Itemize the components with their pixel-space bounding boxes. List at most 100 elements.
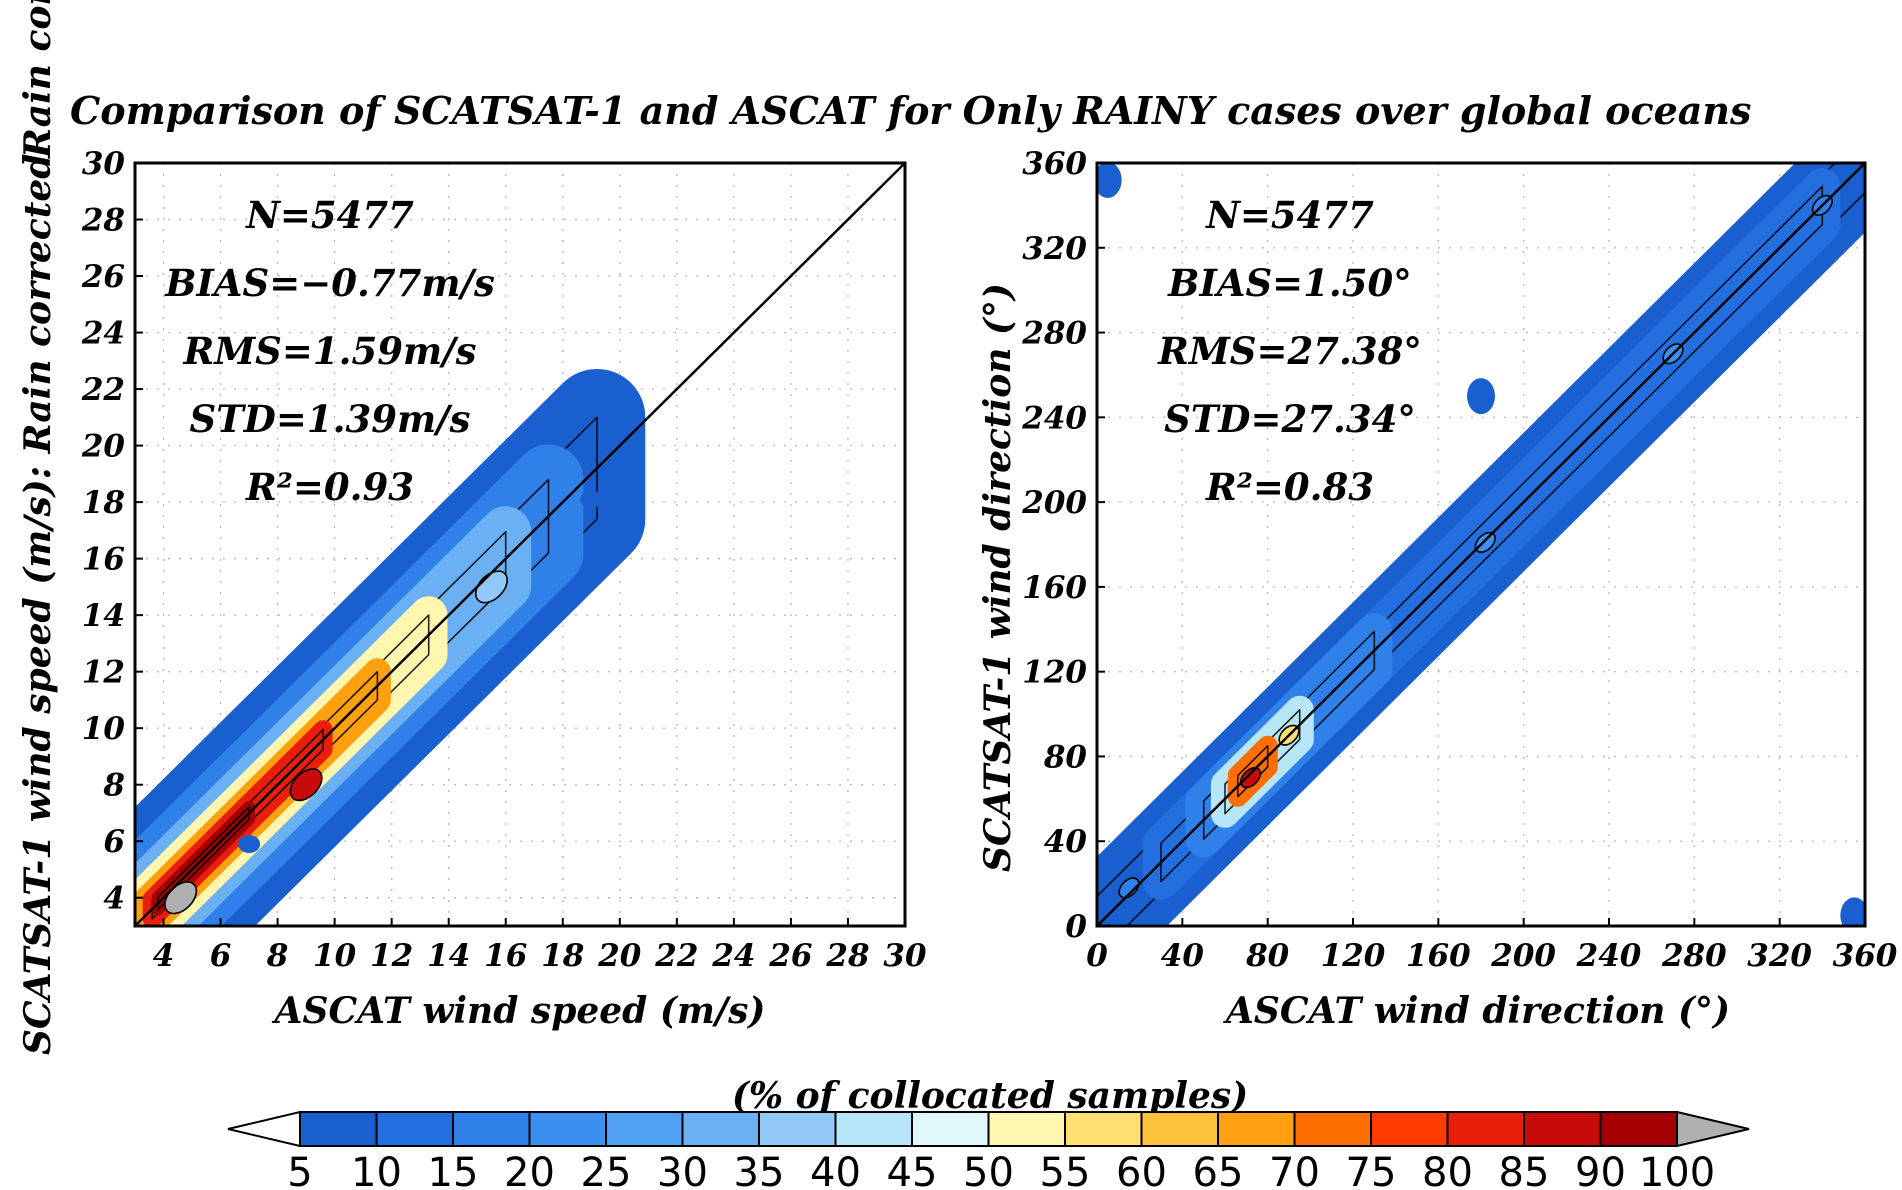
colorbar-level-label: 65 (1193, 1150, 1244, 1190)
colorbar-level-label: 45 (887, 1150, 938, 1190)
y-tick-label: 120 (1022, 655, 1087, 691)
speed-stat-bias: BIAS=−0.77m/s (164, 261, 495, 305)
y-tick-label: 200 (1021, 485, 1087, 521)
colorbar-level-label: 60 (1116, 1150, 1167, 1190)
colorbar-swatch (1446, 1111, 1525, 1147)
speed-plot-frame (133, 161, 907, 928)
direction-y-axis-label: SCATSAT-1 wind direction (°) (977, 283, 1019, 872)
colorbar-boxes (227, 1110, 1750, 1148)
y-tick-label: 8 (102, 768, 125, 804)
colorbar-level-label: 35 (734, 1150, 785, 1190)
x-tick-label: 8 (266, 938, 289, 974)
speed-stat-rms: RMS=1.59m/s (182, 329, 476, 373)
speed-y-axis-label: SCATSAT-1 wind speed (m/s): Rain correct… (17, 154, 59, 1055)
x-tick-label: 320 (1747, 938, 1812, 974)
density-peak (289, 768, 323, 802)
colorbar-level-label: 20 (504, 1150, 555, 1190)
x-tick-label: 40 (1161, 938, 1205, 974)
contour-line (157, 805, 250, 911)
y-tick-label: 12 (82, 655, 125, 691)
direction-stat-std: STD=27.34° (1164, 397, 1416, 441)
density-peak (1474, 531, 1496, 553)
density-patch (238, 835, 261, 854)
colorbar-swatch (911, 1111, 990, 1147)
x-tick-label: 16 (484, 938, 527, 974)
colorbar-swatch (758, 1111, 837, 1147)
colorbar-labels: 5 10 15 20 25 30 35 40 45 50 55 60 65 70 75 80 85 90 100 (287, 1150, 1715, 1190)
speed-panel: 4 6 8 10 12 14 16 18 20 22 24 26 28 30 46810121416182… (17, 146, 927, 1055)
y-tick-label: 320 (1022, 231, 1087, 267)
direction-x-ticks: 0 40 80 120 160 200 240 280 320 360 (1086, 918, 1898, 974)
speed-one-to-one-line (134, 162, 906, 927)
colorbar-level-label: 5 (287, 1150, 312, 1190)
colorbar-swatch (987, 1111, 1066, 1147)
colorbar-swatch (1293, 1111, 1372, 1147)
x-tick-label: 280 (1661, 938, 1727, 974)
x-tick-label: 14 (427, 938, 470, 974)
side-label: Rain corrected (17, 0, 59, 159)
x-tick-label: 120 (1321, 938, 1386, 974)
x-tick-label: 4 (153, 938, 175, 974)
direction-stat-rms: RMS=27.38° (1157, 329, 1422, 373)
y-tick-label: 30 (82, 146, 126, 182)
x-tick-label: 28 (825, 938, 869, 974)
x-tick-label: 22 (654, 938, 698, 974)
x-tick-label: 26 (768, 938, 812, 974)
y-tick-label: 14 (82, 598, 125, 634)
colorbar-swatch (528, 1111, 607, 1147)
figure-title: Comparison of SCATSAT-1 and ASCAT for On… (70, 88, 1751, 133)
density-patch (580, 490, 603, 509)
direction-x-axis-label: ASCAT wind direction (°) (1223, 990, 1730, 1032)
direction-stat-n: N=5477 (1205, 193, 1374, 237)
direction-y-ticks: 0 40 80 120 160 200 240 280 320 360 (1021, 146, 1105, 945)
colorbar-level-label: 75 (1346, 1150, 1397, 1190)
colorbar-swatch (1599, 1111, 1678, 1147)
speed-x-ticks: 4 6 8 10 12 14 16 18 20 22 24 26 28 30 (153, 918, 927, 974)
colorbar-level-label: 90 (1575, 1150, 1626, 1190)
colorbar-level-label: 30 (657, 1150, 708, 1190)
direction-panel: 0 40 80 120 160 200 240 280 320 360 0 40 80 120 160 20… (977, 146, 1898, 1032)
y-tick-label: 4 (103, 881, 125, 917)
speed-x-axis-label: ASCAT wind speed (m/s) (272, 990, 766, 1032)
x-tick-label: 80 (1245, 938, 1290, 974)
colorbar-swatch (1064, 1111, 1143, 1147)
speed-stat-n: N=5477 (245, 193, 414, 237)
colorbar-swatch (605, 1111, 684, 1147)
x-tick-label: 160 (1406, 938, 1471, 974)
density-peak (1118, 877, 1140, 899)
colorbar-title: (% of collocated samples) (732, 1075, 1248, 1117)
colorbar-level-label: 10 (351, 1150, 402, 1190)
colorbar-swatch (1217, 1111, 1296, 1147)
direction-plot-frame (1095, 161, 1867, 928)
y-tick-label: 16 (82, 542, 125, 578)
x-tick-label: 12 (370, 938, 413, 974)
density-patch (1467, 378, 1495, 415)
colorbar-level-label: 50 (963, 1150, 1014, 1190)
y-tick-label: 360 (1022, 146, 1087, 182)
speed-stat-std: STD=1.39m/s (190, 397, 471, 441)
y-tick-label: 24 (81, 316, 125, 352)
direction-one-to-one-line (1096, 162, 1866, 927)
colorbar-level-label: 40 (810, 1150, 861, 1190)
colorbar-swatch (681, 1111, 760, 1147)
y-tick-label: 10 (82, 711, 126, 747)
direction-stat-r2: R²=0.83 (1205, 465, 1374, 509)
contour-line (1202, 630, 1376, 840)
density-patch (1097, 163, 1122, 198)
speed-stat-r2: R²=0.93 (245, 465, 414, 509)
direction-stat-bias: BIAS=1.50° (1167, 261, 1412, 305)
y-tick-label: 28 (81, 203, 125, 239)
y-tick-label: 6 (103, 824, 125, 860)
x-tick-label: 30 (883, 938, 927, 974)
y-tick-label: 240 (1021, 400, 1087, 436)
x-tick-label: 10 (313, 938, 357, 974)
y-tick-label: 18 (82, 485, 125, 521)
y-tick-label: 20 (81, 429, 126, 465)
y-tick-label: 160 (1022, 570, 1087, 606)
y-tick-label: 80 (1043, 739, 1088, 775)
colorbar: (% of collocated samples) 5 10 15 20 25 30 35 4… (227, 1075, 1750, 1190)
y-tick-label: 26 (81, 259, 125, 295)
colorbar-level-label: 85 (1499, 1150, 1550, 1190)
colorbar-level-label: 100 (1639, 1150, 1715, 1190)
density-patch (1840, 897, 1865, 926)
